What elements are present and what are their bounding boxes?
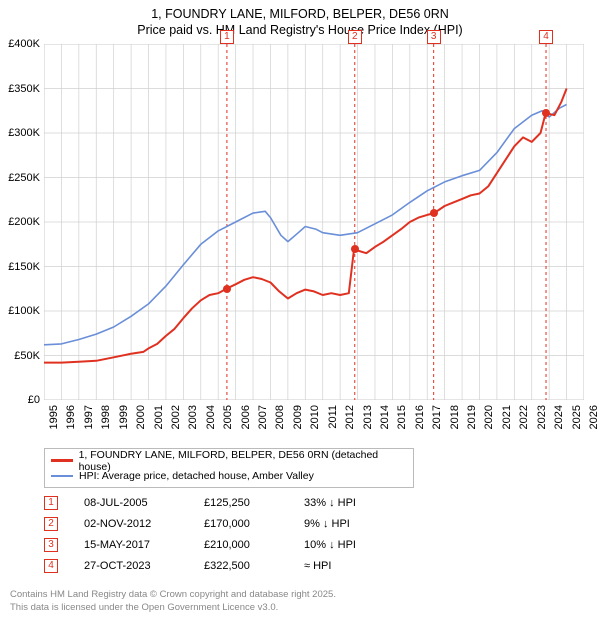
row-price: £210,000 <box>204 539 304 551</box>
x-tick-label: 2026 <box>588 405 600 429</box>
sale-marker-box: 1 <box>220 30 234 44</box>
row-date: 27-OCT-2023 <box>84 560 204 572</box>
y-tick-label: £50K <box>14 350 40 362</box>
x-tick-label: 2025 <box>571 405 583 429</box>
y-tick-label: £400K <box>8 38 40 50</box>
legend-row-0: 1, FOUNDRY LANE, MILFORD, BELPER, DE56 0… <box>51 453 407 468</box>
x-tick-label: 2021 <box>501 405 513 429</box>
row-date: 08-JUL-2005 <box>84 497 204 509</box>
x-tick-label: 2001 <box>153 405 165 429</box>
x-tick-label: 2007 <box>257 405 269 429</box>
x-tick-label: 1995 <box>48 405 60 429</box>
table-row: 4 27-OCT-2023£322,500≈ HPI <box>44 555 414 576</box>
sales-table: 1 08-JUL-2005£125,25033% ↓ HPI 2 02-NOV-201… <box>44 492 414 576</box>
row-marker: 4 <box>44 559 58 573</box>
legend: 1, FOUNDRY LANE, MILFORD, BELPER, DE56 0… <box>44 448 414 488</box>
row-date: 15-MAY-2017 <box>84 539 204 551</box>
x-tick-label: 2019 <box>466 405 478 429</box>
x-tick-label: 2002 <box>170 405 182 429</box>
sale-marker-box: 3 <box>427 30 441 44</box>
title-block: 1, FOUNDRY LANE, MILFORD, BELPER, DE56 0… <box>0 0 600 41</box>
footer-line-2: This data is licensed under the Open Gov… <box>10 602 336 614</box>
row-marker: 3 <box>44 538 58 552</box>
sale-dot <box>223 285 231 293</box>
x-tick-label: 2011 <box>327 405 339 429</box>
x-tick-label: 2018 <box>449 405 461 429</box>
x-tick-label: 2005 <box>222 405 234 429</box>
x-tick-label: 1997 <box>83 405 95 429</box>
x-tick-label: 2010 <box>309 405 321 429</box>
y-tick-label: £250K <box>8 172 40 184</box>
legend-swatch-1 <box>51 475 73 477</box>
row-date: 02-NOV-2012 <box>84 518 204 530</box>
footer-line-1: Contains HM Land Registry data © Crown c… <box>10 589 336 601</box>
sale-dot <box>351 245 359 253</box>
row-diff: 33% ↓ HPI <box>304 497 414 509</box>
sale-marker-box: 2 <box>348 30 362 44</box>
table-row: 2 02-NOV-2012£170,0009% ↓ HPI <box>44 513 414 534</box>
y-tick-label: £100K <box>8 305 40 317</box>
x-tick-label: 2006 <box>240 405 252 429</box>
row-price: £125,250 <box>204 497 304 509</box>
legend-label-1: HPI: Average price, detached house, Ambe… <box>79 470 314 482</box>
x-tick-label: 2008 <box>274 405 286 429</box>
title-line-2: Price paid vs. HM Land Registry's House … <box>10 22 590 38</box>
table-row: 1 08-JUL-2005£125,25033% ↓ HPI <box>44 492 414 513</box>
row-marker: 1 <box>44 496 58 510</box>
row-diff: 9% ↓ HPI <box>304 518 414 530</box>
footer: Contains HM Land Registry data © Crown c… <box>10 589 336 614</box>
sale-dot <box>430 209 438 217</box>
y-tick-label: £0 <box>28 394 40 406</box>
x-tick-label: 2003 <box>187 405 199 429</box>
y-tick-label: £350K <box>8 83 40 95</box>
x-tick-label: 2004 <box>205 405 217 429</box>
x-tick-label: 2012 <box>344 405 356 429</box>
x-tick-label: 2009 <box>292 405 304 429</box>
title-line-1: 1, FOUNDRY LANE, MILFORD, BELPER, DE56 0… <box>10 6 590 22</box>
x-tick-label: 2020 <box>483 405 495 429</box>
chart-area <box>44 44 584 400</box>
x-tick-label: 2024 <box>553 405 565 429</box>
sale-marker-box: 4 <box>539 30 553 44</box>
chart-svg <box>44 44 584 400</box>
sale-dot <box>542 109 550 117</box>
x-tick-label: 2015 <box>396 405 408 429</box>
x-tick-label: 2022 <box>518 405 530 429</box>
x-tick-label: 1996 <box>65 405 77 429</box>
y-tick-label: £150K <box>8 261 40 273</box>
x-tick-label: 2000 <box>135 405 147 429</box>
x-tick-label: 2013 <box>362 405 374 429</box>
table-row: 3 15-MAY-2017£210,00010% ↓ HPI <box>44 534 414 555</box>
row-price: £322,500 <box>204 560 304 572</box>
x-tick-label: 2016 <box>414 405 426 429</box>
y-tick-label: £200K <box>8 216 40 228</box>
y-tick-label: £300K <box>8 127 40 139</box>
figure-root: 1, FOUNDRY LANE, MILFORD, BELPER, DE56 0… <box>0 0 600 620</box>
row-diff: ≈ HPI <box>304 560 414 572</box>
x-tick-label: 2014 <box>379 405 391 429</box>
x-tick-label: 2023 <box>536 405 548 429</box>
row-price: £170,000 <box>204 518 304 530</box>
x-tick-label: 1999 <box>118 405 130 429</box>
row-diff: 10% ↓ HPI <box>304 539 414 551</box>
x-tick-label: 1998 <box>100 405 112 429</box>
legend-swatch-0 <box>51 459 73 462</box>
row-marker: 2 <box>44 517 58 531</box>
x-tick-label: 2017 <box>431 405 443 429</box>
